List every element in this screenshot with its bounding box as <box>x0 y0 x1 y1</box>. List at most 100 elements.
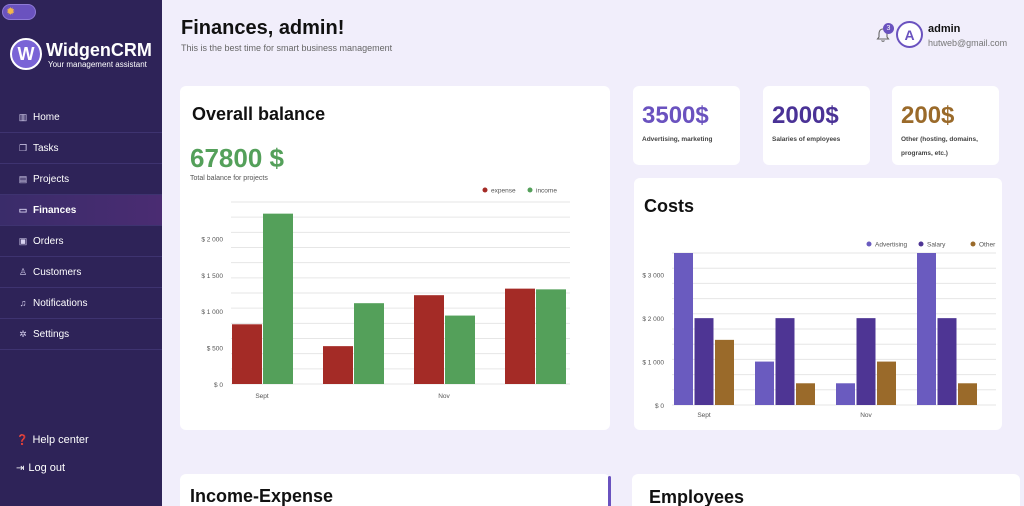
sidebar-item-home[interactable]: ▥ Home <box>0 102 162 133</box>
x-tick-label: Nov <box>860 412 872 419</box>
sidebar-item-notifications[interactable]: ♫ Notifications <box>0 288 162 319</box>
bar-income[interactable] <box>445 315 475 384</box>
brand-tagline: Your management assistant <box>48 59 147 69</box>
gear-icon: ✲ <box>19 328 27 339</box>
bar-advertising[interactable] <box>917 253 936 405</box>
balance-value: 67800 $ <box>190 143 284 173</box>
legend-marker <box>918 241 924 247</box>
stat-card-advertising: 3500$ Advertising, marketing <box>633 86 740 165</box>
logout-label: Log out <box>28 462 66 474</box>
bar-income[interactable] <box>354 303 384 384</box>
bar-income[interactable] <box>536 289 566 384</box>
notification-count-badge: 3 <box>883 23 894 34</box>
y-tick-label: $ 3 000 <box>642 273 664 280</box>
sidebar: ✹ W WidgenCRM Your management assistant … <box>0 0 162 506</box>
page-title: Finances, admin! <box>181 17 345 39</box>
user-email: hutweb@gmail.com <box>928 38 1008 48</box>
overall-balance-card: Overall balance 67800 $ Total balance fo… <box>180 86 610 430</box>
sidebar-item-projects[interactable]: ▤ Projects <box>0 164 162 195</box>
brand[interactable]: W WidgenCRM Your management assistant <box>10 38 152 70</box>
legend-marker <box>527 187 533 193</box>
bar-income[interactable] <box>263 213 293 384</box>
help-center-link[interactable]: ❓ Help center <box>16 434 89 446</box>
legend-label[interactable]: Advertising <box>875 242 908 249</box>
stat-value: 2000$ <box>772 102 839 129</box>
avatar[interactable]: A <box>896 21 923 48</box>
bar-other[interactable] <box>958 383 977 405</box>
scrollbar[interactable] <box>608 476 611 506</box>
bar-expense[interactable] <box>323 346 353 384</box>
income-expense-card: Income-Expense <box>180 474 611 506</box>
bar-expense[interactable] <box>505 288 535 384</box>
tasks-icon: ❐ <box>18 142 28 153</box>
bar-salary[interactable] <box>775 318 795 405</box>
user-icon: ♙ <box>18 266 28 277</box>
sidebar-item-settings[interactable]: ✲ Settings <box>0 319 162 350</box>
stat-card-other: 200$ Other (hosting, domains, programs, … <box>892 86 999 165</box>
stat-label: Advertising, marketing <box>642 136 713 143</box>
sidebar-item-customers[interactable]: ♙ Customers <box>0 257 162 288</box>
sidebar-item-label: Orders <box>33 235 64 247</box>
legend-label[interactable]: Other <box>979 242 996 249</box>
user-name: admin <box>928 23 961 35</box>
y-tick-label: $ 500 <box>207 346 224 353</box>
sidebar-item-finances[interactable]: ▭ Finances <box>0 195 162 226</box>
bar-salary[interactable] <box>694 318 714 405</box>
legend-label[interactable]: income <box>536 188 557 195</box>
x-tick-label: Nov <box>438 393 450 400</box>
employees-card: Employees <box>632 474 1020 506</box>
sidebar-item-label: Projects <box>33 173 70 185</box>
bar-salary[interactable] <box>937 318 957 405</box>
legend-marker <box>970 241 976 247</box>
income-expense-title: Income-Expense <box>190 486 334 506</box>
x-tick-label: Sept <box>697 412 711 419</box>
help-center-label: Help center <box>32 434 89 446</box>
y-tick-label: $ 2 000 <box>201 236 223 243</box>
bar-other[interactable] <box>877 361 896 405</box>
theme-toggle[interactable]: ✹ <box>2 4 36 20</box>
sidebar-item-tasks[interactable]: ❐ Tasks <box>0 133 162 164</box>
y-tick-label: $ 1 000 <box>642 360 664 367</box>
balance-label: Total balance for projects <box>190 175 268 182</box>
orders-icon: ▣ <box>18 235 28 246</box>
brand-name: WidgenCRM <box>46 39 152 60</box>
logout-icon: ⇥ <box>16 462 25 474</box>
bell-icon: ♫ <box>19 298 27 308</box>
logout-link[interactable]: ⇥ Log out <box>16 462 65 474</box>
bar-advertising[interactable] <box>755 361 774 405</box>
bar-other[interactable] <box>796 383 815 405</box>
sidebar-item-label: Settings <box>33 328 70 340</box>
folder-icon: ▭ <box>18 204 28 215</box>
stat-label: Other (hosting, domains, programs, etc.) <box>901 136 978 157</box>
bar-advertising[interactable] <box>674 253 693 405</box>
costs-chart: $ 0 $ 1 000 $ 2 000 $ 3 000 Sept Nov Advertisi… <box>642 241 996 419</box>
bar-salary[interactable] <box>856 318 876 405</box>
legend-marker <box>482 187 488 193</box>
costs-title: Costs <box>644 196 695 216</box>
legend-marker <box>866 241 872 247</box>
sidebar-item-label: Finances <box>33 204 77 216</box>
legend-label[interactable]: Salary <box>927 242 946 249</box>
sidebar-item-label: Home <box>33 111 60 123</box>
sidebar-item-orders[interactable]: ▣ Orders <box>0 226 162 257</box>
y-tick-label: $ 1 000 <box>201 309 223 316</box>
sidebar-item-label: Tasks <box>33 142 59 154</box>
bar-expense[interactable] <box>232 324 262 384</box>
employees-title: Employees <box>649 487 745 506</box>
sun-icon: ✹ <box>6 6 16 18</box>
y-tick-label: $ 0 <box>214 382 223 389</box>
stat-value: 3500$ <box>642 102 709 129</box>
sidebar-nav: ▥ Home ❐ Tasks ▤ Projects ▭ Finances ▣ Orders ♙ Cus… <box>0 102 162 350</box>
sidebar-item-label: Notifications <box>33 297 88 309</box>
overall-balance-title: Overall balance <box>192 104 326 124</box>
legend-label[interactable]: expense <box>491 188 516 195</box>
sidebar-item-label: Customers <box>33 266 82 278</box>
projects-icon: ▤ <box>18 173 28 184</box>
bar-advertising[interactable] <box>836 383 855 405</box>
stat-card-salaries: 2000$ Salaries of employees <box>763 86 870 165</box>
bar-other[interactable] <box>715 339 734 405</box>
bar-expense[interactable] <box>414 295 444 384</box>
x-tick-label: Sept <box>255 393 269 400</box>
home-icon: ▥ <box>18 111 28 122</box>
y-tick-label: $ 0 <box>655 403 664 410</box>
